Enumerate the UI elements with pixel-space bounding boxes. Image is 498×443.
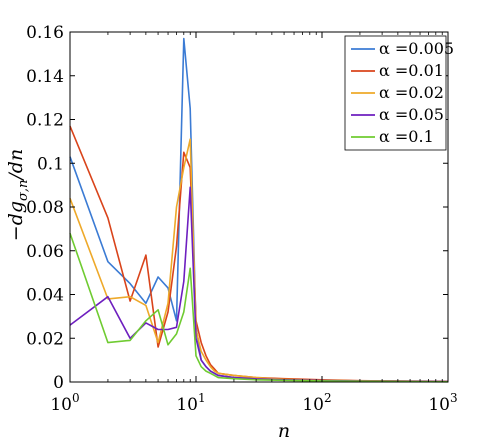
y-tick-label: 0.06 — [26, 242, 64, 262]
x-tick-base: 10 — [428, 395, 450, 415]
y-tick-label: 0.04 — [26, 286, 64, 306]
y-axis-label-subscript: σ,n — [16, 180, 31, 201]
x-tick-label: 103 — [428, 391, 457, 415]
x-tick-exponent: 1 — [198, 391, 206, 405]
y-tick-label: 0.02 — [26, 329, 64, 349]
y-tick-label: 0.08 — [26, 198, 64, 218]
legend-label: α =0.005 — [379, 39, 454, 58]
legend: α =0.005 α =0.01 α =0.02 α =0.05 α =0.1 — [344, 35, 454, 151]
x-tick-label: 101 — [176, 391, 205, 415]
legend-label: α =0.05 — [379, 105, 444, 124]
plot-area — [69, 37, 449, 383]
series-line-4 — [69, 186, 449, 383]
series-line-2 — [69, 125, 449, 383]
x-tick-label: 100 — [50, 391, 79, 415]
y-axis-label-main: −dg — [5, 201, 27, 241]
x-tick-base: 10 — [50, 395, 72, 415]
x-tick-exponent: 3 — [450, 391, 458, 405]
legend-label: α =0.02 — [379, 83, 444, 102]
y-tick-label: 0.16 — [26, 23, 64, 43]
y-tick-label: 0.14 — [26, 67, 64, 87]
y-tick-label: 0.12 — [26, 111, 64, 131]
x-tick-base: 10 — [302, 395, 324, 415]
y-axis-label: −dgσ,n/dn — [5, 149, 31, 241]
x-axis-label: n — [278, 420, 290, 442]
x-tick-exponent: 2 — [324, 391, 332, 405]
y-tick-label: 0.1 — [37, 154, 64, 174]
x-tick-exponent: 0 — [72, 391, 80, 405]
y-axis-label-tail: /dn — [5, 149, 27, 182]
series-line-3 — [69, 138, 449, 383]
x-tick-base: 10 — [176, 395, 198, 415]
legend-label: α =0.1 — [379, 127, 434, 146]
series-line-5 — [69, 232, 449, 383]
legend-label: α =0.01 — [379, 61, 444, 80]
y-tick-label: 0 — [53, 373, 64, 393]
x-tick-label: 102 — [302, 391, 331, 415]
